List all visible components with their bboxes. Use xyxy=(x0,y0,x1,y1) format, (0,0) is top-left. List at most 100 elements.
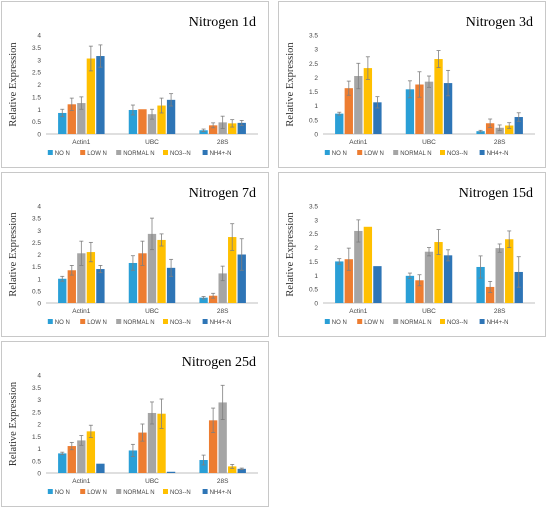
legend-label: LOW N xyxy=(87,320,107,326)
legend-swatch xyxy=(202,319,208,324)
y-tick-label: 4 xyxy=(37,204,41,211)
y-tick-label: 1.5 xyxy=(309,89,318,96)
bar-no-n-actin1 xyxy=(58,112,67,134)
y-tick-label: 1 xyxy=(314,273,318,280)
legend-swatch xyxy=(357,319,363,324)
legend-swatch xyxy=(47,489,53,494)
legend-label: NO3--N xyxy=(170,320,191,326)
y-tick-label: 2 xyxy=(314,245,318,252)
legend-label: NO N xyxy=(332,151,347,157)
bar-nh4-n-28s xyxy=(237,468,246,473)
bar-no-n-ubc xyxy=(405,89,415,134)
chart-svg: Nitrogen 3d Relative Expression 0 0.5 1 1.5 2 2… xyxy=(285,15,535,157)
bar-low-n-actin1 xyxy=(67,270,76,303)
legend-label: NORMAL N xyxy=(123,151,154,157)
bar-nh4-n-28s xyxy=(237,254,246,303)
bar-low-n-ubc xyxy=(138,253,147,303)
legend-swatch xyxy=(440,319,445,324)
bar-low-n-28s xyxy=(208,295,218,303)
y-tick-label: 3 xyxy=(37,228,41,235)
x-category-label: UBC xyxy=(422,308,436,315)
y-tick-label: 3.5 xyxy=(32,385,41,392)
bar-nh4-n-actin1 xyxy=(373,102,382,134)
y-tick-label: 4 xyxy=(37,373,41,380)
legend-swatch xyxy=(80,489,86,494)
y-tick-label: 0 xyxy=(314,301,318,308)
bar-no3-n-ubc xyxy=(157,239,166,303)
legend-swatch xyxy=(324,319,330,324)
legend-label: NH4+-N xyxy=(210,151,232,157)
bar-no3-n-ubc xyxy=(434,242,443,303)
legend-swatch xyxy=(393,150,399,155)
legend-label: NO3--N xyxy=(447,151,468,157)
y-tick-label: 2 xyxy=(37,252,41,259)
bar-nh4-n-actin1 xyxy=(96,56,105,134)
legend-label: NH4+-N xyxy=(487,151,509,157)
bar-no-n-28s xyxy=(199,460,208,473)
x-category-label: Actin1 xyxy=(72,139,90,146)
bar-no3-n-ubc xyxy=(157,413,166,473)
legend-swatch xyxy=(479,319,485,324)
legend-label: NORMAL N xyxy=(123,490,154,496)
bar-normal-n-28s xyxy=(218,273,227,303)
bar-no-n-ubc xyxy=(128,109,138,134)
y-tick-label: 2 xyxy=(37,422,41,429)
legend-label: LOW N xyxy=(364,320,384,326)
chart-panel-nitrogen-7d: Nitrogen 7d Relative Expression 0 0.5 1 1.5 2 2… xyxy=(1,172,269,337)
legend-label: NO3--N xyxy=(447,320,468,326)
legend-swatch xyxy=(116,150,122,155)
bar-low-n-28s xyxy=(485,286,495,303)
bar-no3-n-actin1 xyxy=(86,58,96,135)
legend-label: LOW N xyxy=(87,490,107,496)
y-tick-label: 3 xyxy=(37,397,41,404)
y-tick-label: 3 xyxy=(314,47,318,54)
y-axis-label: Relative Expression xyxy=(8,381,19,466)
legend-label: LOW N xyxy=(364,151,384,157)
legend-swatch xyxy=(80,150,86,155)
bar-no3-n-28s xyxy=(228,123,237,134)
bar-nh4-n-ubc xyxy=(166,471,176,473)
bar-nh4-n-actin1 xyxy=(96,463,105,473)
legend-swatch xyxy=(202,489,208,494)
bar-no-n-ubc xyxy=(128,262,138,303)
legend-label: NH4+-N xyxy=(487,320,509,326)
bar-low-n-actin1 xyxy=(67,446,76,473)
y-tick-label: 4 xyxy=(37,33,41,40)
y-tick-label: 0.5 xyxy=(32,288,41,295)
bar-nh4-n-28s xyxy=(514,117,523,134)
y-tick-label: 2.5 xyxy=(309,61,318,68)
legend-swatch xyxy=(116,489,122,494)
y-tick-label: 1.5 xyxy=(309,259,318,266)
y-tick-label: 1 xyxy=(37,276,41,283)
bar-nh4-n-actin1 xyxy=(96,269,105,303)
bar-no-n-28s xyxy=(476,266,485,303)
legend-swatch xyxy=(202,150,208,155)
bar-normal-n-actin1 xyxy=(77,253,86,303)
y-tick-label: 3.5 xyxy=(32,45,41,52)
bar-normal-n-actin1 xyxy=(354,230,363,303)
bar-no3-n-ubc xyxy=(434,59,443,134)
y-tick-label: 1 xyxy=(37,107,41,114)
legend-swatch xyxy=(163,150,168,155)
bar-no3-n-actin1 xyxy=(86,431,96,473)
y-tick-label: 3 xyxy=(37,57,41,64)
y-tick-label: 0.5 xyxy=(309,287,318,294)
bar-no3-n-28s xyxy=(228,237,237,303)
y-tick-label: 0.5 xyxy=(309,117,318,124)
y-tick-label: 0.5 xyxy=(32,119,41,126)
bar-normal-n-28s xyxy=(218,402,227,473)
x-category-label: UBC xyxy=(145,139,159,146)
x-category-label: 28S xyxy=(494,139,506,146)
legend-swatch xyxy=(393,319,399,324)
bar-normal-n-actin1 xyxy=(354,76,363,134)
bar-normal-n-28s xyxy=(495,248,504,303)
chart-title: Nitrogen 15d xyxy=(459,186,533,201)
y-tick-label: 3 xyxy=(314,217,318,224)
bar-normal-n-actin1 xyxy=(77,103,86,134)
bar-no-n-28s xyxy=(476,131,485,134)
bar-no3-n-ubc xyxy=(157,105,166,134)
legend-label: NO3--N xyxy=(170,490,191,496)
y-tick-label: 2.5 xyxy=(32,240,41,247)
bar-nh4-n-28s xyxy=(237,122,246,134)
chart-svg: Nitrogen 1d Relative Expression 0 0.5 1 1.5 2 2… xyxy=(8,15,258,157)
